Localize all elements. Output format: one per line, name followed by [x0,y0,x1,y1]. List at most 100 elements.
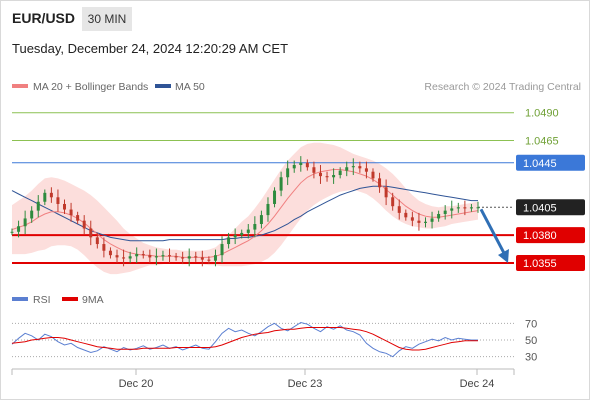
candle-body [371,171,375,179]
legend-9ma-label: 9MA [82,294,104,306]
level-label-1.0355: 1.0355 [523,258,557,270]
candle-body [213,255,217,261]
candle-body [200,257,204,260]
legend-ma50-swatch [155,84,171,88]
candle-body [122,257,126,259]
candle-body [299,162,303,166]
candle-body [397,206,401,213]
candle-body [378,178,382,188]
candle-body [56,197,60,204]
candle-body [76,215,80,221]
candle-body [128,256,132,259]
legend-ma20-label: MA 20 + Bollinger Bands [33,81,148,93]
level-badge-1.0355 [516,254,585,271]
level-labels: 1.0490 1.0465 1.0445 1.0405 1.0380 1.0355 [516,108,585,271]
candle-body [174,256,178,258]
candle-body [325,176,329,178]
candle-body [227,237,231,245]
candle-body [345,167,349,171]
candle-body [233,235,237,238]
candle-body [36,201,40,211]
level-label-1.0490: 1.0490 [525,108,559,120]
x-axis-ticks: Dec 20 Dec 23 Dec 24 [119,369,495,390]
candle-body [305,162,309,168]
ma20-line [11,169,479,258]
level-badge-1.0405 [516,199,585,216]
bollinger-band-fill [12,142,478,275]
candle-body [63,203,67,210]
candle-body [273,190,277,204]
candle-body [450,208,454,211]
candle-body [332,175,336,178]
candle-body [391,197,395,207]
candle-body [95,237,99,245]
candle-body [423,221,427,223]
candle-body [220,244,224,256]
candle-body [154,256,158,258]
candle-body [69,209,73,216]
legend-9ma-swatch [62,297,78,301]
candle-body [437,213,441,219]
candle-body [17,226,21,232]
forecast-arrow-shaft [479,208,507,256]
candle-body [141,254,145,256]
legend-ma20-swatch [12,84,28,88]
price-series-group [10,156,480,267]
candle-body [469,207,473,209]
forecast-arrow-head [498,248,509,263]
timeframe-button[interactable]: 30 MIN [82,7,132,31]
rsi-panel: 70 50 30 [11,318,537,364]
rsi-tick-30: 30 [525,352,537,364]
candle-body [430,218,434,222]
candle-body [279,177,283,191]
candle-body [266,203,270,216]
level-label-1.0380: 1.0380 [523,230,557,242]
research-credit: Research © 2024 Trading Central [424,81,581,93]
level-label-1.0405: 1.0405 [523,202,557,214]
candle-body [410,217,414,221]
candle-body [318,172,322,177]
candle-body [384,187,388,198]
candle-body [148,255,152,258]
chart-datetime: Tuesday, December 24, 2024 12:20:29 AM C… [12,41,289,56]
bollinger-bands [12,142,478,275]
rsi-line [11,321,478,358]
price-levels [12,112,514,264]
candle-body [351,166,355,168]
level-badge-1.0380 [516,227,585,244]
candle-body [168,255,172,257]
candle-body [23,218,27,227]
x-tick-label: Dec 20 [119,378,154,390]
candle-body [253,224,257,230]
candle-body [338,170,342,176]
level-badge-1.0445 [516,154,585,171]
candle-body [463,207,467,209]
rsi-tick-70: 70 [525,318,537,330]
candle-body [115,255,119,258]
candle-body [476,207,480,209]
rsi-ma9-line [11,327,478,351]
candle-body [312,167,316,173]
candle-body [358,166,362,169]
candle-body [456,207,460,209]
candle-body [240,232,244,236]
rsi-tick-50: 50 [525,335,537,347]
candle-body [30,210,34,219]
candle-body [404,212,408,218]
candle-body [207,259,211,261]
candle-body [10,231,14,233]
candle-body [135,254,139,257]
candle-body [417,220,421,223]
candle-body [246,229,250,233]
candle-body [43,192,47,202]
candle-body [108,250,112,256]
legend-rsi-swatch [12,297,28,301]
candle-body [102,244,106,251]
level-label-1.0445: 1.0445 [523,158,557,170]
x-tick-label: Dec 24 [460,378,495,390]
candle-body [364,168,368,172]
candle-body [292,165,296,169]
instrument-title: EUR/USD [12,10,76,26]
candle-body [82,220,86,229]
candle-body [181,257,185,259]
